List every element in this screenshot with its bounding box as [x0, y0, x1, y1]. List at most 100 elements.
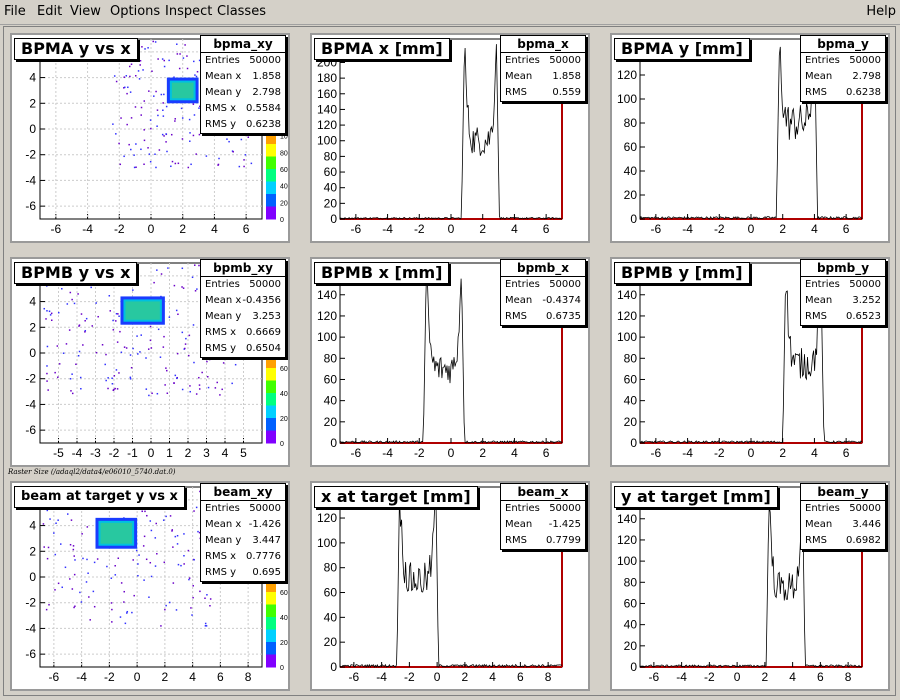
- scatter-point: [173, 382, 175, 384]
- stats-name: beam_x: [501, 484, 585, 501]
- x-tick-label: 0: [434, 670, 441, 684]
- stats-name: bpma_y: [801, 36, 885, 53]
- stats-key: Mean y: [205, 311, 242, 322]
- scatter-point: [183, 554, 185, 557]
- pad-bpmb-x[interactable]: -6-4-20246020406080100120140160BPMB x [m…: [310, 257, 590, 467]
- pad-bpma-y[interactable]: -6-4-20246020406080100120140BPMA y [mm]b…: [610, 33, 890, 243]
- pad-bpma-x[interactable]: -6-4-20246020406080100120140160180200220…: [310, 33, 590, 243]
- menu-edit[interactable]: Edit: [37, 4, 63, 19]
- stats-key: RMS x: [205, 551, 237, 562]
- scatter-point: [188, 118, 191, 121]
- scatter-point: [106, 565, 108, 568]
- stats-key: RMS x: [205, 327, 237, 338]
- scatter-point: [120, 351, 123, 354]
- x-tick-label: 6: [517, 670, 524, 684]
- scatter-point: [198, 531, 201, 534]
- scatter-point: [150, 575, 153, 578]
- scatter-point: [87, 572, 89, 574]
- y-tick-label: 180: [317, 71, 337, 85]
- palette-tick-label: 0: [280, 665, 284, 672]
- scatter-point: [137, 574, 139, 577]
- plot-title: BPMB x [mm]: [314, 262, 450, 284]
- histogram-line: [639, 495, 863, 668]
- pad-bpmb-xy[interactable]: -5-4-3-2-10123456420-2-4-6020406080BPMB …: [10, 257, 290, 467]
- x-tick-label: -6: [51, 222, 62, 236]
- scatter-point: [189, 140, 191, 142]
- scatter-point: [133, 154, 135, 156]
- x-tick-label: 2: [479, 446, 486, 460]
- y-tick-label: 0: [29, 346, 36, 360]
- scatter-point: [147, 47, 149, 49]
- pad-target-x[interactable]: -6-4-202468020406080100120140x at target…: [310, 481, 590, 691]
- stats-key: RMS: [505, 311, 527, 322]
- histogram-line: [639, 46, 863, 220]
- menu-help[interactable]: Help: [866, 4, 896, 19]
- scatter-point: [84, 320, 86, 322]
- scatter-point: [163, 59, 166, 62]
- stats-key: Mean: [505, 295, 533, 306]
- scatter-point: [181, 388, 184, 391]
- scatter-point: [128, 65, 131, 68]
- y-tick-label: 20: [324, 196, 338, 210]
- scatter-point: [119, 163, 122, 166]
- stats-name: bpmb_x: [501, 260, 585, 277]
- scatter-point: [209, 598, 212, 600]
- pad-beam-xy[interactable]: -6-4-2024686420-2-4-6020406080beam at ta…: [10, 481, 290, 691]
- scatter-point: [189, 132, 191, 134]
- stats-value: 50000: [849, 279, 881, 290]
- scatter-point: [157, 58, 159, 60]
- scatter-point: [67, 513, 69, 515]
- stats-value: -1.426: [248, 519, 281, 530]
- menu-file[interactable]: File: [4, 4, 26, 19]
- scatter-point: [57, 519, 59, 521]
- menu-inspect[interactable]: Inspect: [165, 4, 213, 19]
- scatter-point: [198, 264, 200, 267]
- palette-tick-label: 0: [280, 217, 284, 224]
- scatter-point: [47, 546, 50, 549]
- pad-target-y[interactable]: -6-4-202468020406080100120140160y at tar…: [610, 481, 890, 691]
- x-tick-label: -6: [351, 222, 362, 236]
- pad-bpmb-y[interactable]: -6-4-20246020406080100120140160BPMB y [m…: [610, 257, 890, 467]
- scatter-point: [72, 545, 75, 547]
- scatter-point: [243, 165, 245, 168]
- stats-key: Mean y: [205, 535, 242, 546]
- scatter-point: [78, 325, 80, 327]
- scatter-point: [73, 606, 75, 609]
- y-tick-label: 120: [317, 309, 337, 323]
- stats-row: Mean -1.425: [501, 517, 585, 533]
- scatter-point: [153, 281, 155, 284]
- stats-value: 0.6238: [846, 87, 881, 98]
- y-tick-label: 120: [617, 309, 637, 323]
- scatter-point: [181, 286, 183, 288]
- y-tick-label: 4: [29, 519, 36, 533]
- scatter-point: [188, 578, 190, 581]
- scatter-point: [206, 360, 208, 363]
- scatter-point: [123, 346, 126, 348]
- stats-value: 0.6523: [846, 311, 881, 322]
- scatter-point: [166, 369, 168, 372]
- scatter-point: [112, 319, 114, 322]
- stats-key: Entries: [205, 503, 240, 514]
- stats-key: RMS x: [205, 103, 237, 114]
- x-tick-label: 2: [779, 446, 786, 460]
- x-tick-label: 4: [211, 222, 218, 236]
- scatter-point: [144, 48, 146, 50]
- scatter-point: [115, 133, 117, 135]
- scatter-point: [195, 75, 198, 78]
- x-tick-label: -2: [414, 446, 425, 460]
- y-tick-label: 80: [624, 351, 638, 365]
- menu-options[interactable]: Options: [110, 4, 161, 19]
- scatter-point: [93, 605, 96, 608]
- scatter-point: [177, 313, 179, 316]
- pad-bpma-xy[interactable]: -6-4-202466420-2-4-6020406080100120BPMA …: [10, 33, 290, 243]
- stats-box: bpmb_x Entries 50000 Mean -0.4374 RMS 0.6735: [500, 259, 586, 326]
- menu-classes[interactable]: Classes: [217, 4, 266, 19]
- scatter-point: [96, 558, 99, 560]
- scatter-point: [199, 105, 201, 108]
- menu-view[interactable]: View: [70, 4, 101, 19]
- scatter-point: [45, 608, 48, 611]
- scatter-point: [240, 138, 243, 141]
- scatter-point: [153, 95, 155, 97]
- scatter-point: [46, 310, 48, 312]
- scatter-point: [129, 378, 132, 380]
